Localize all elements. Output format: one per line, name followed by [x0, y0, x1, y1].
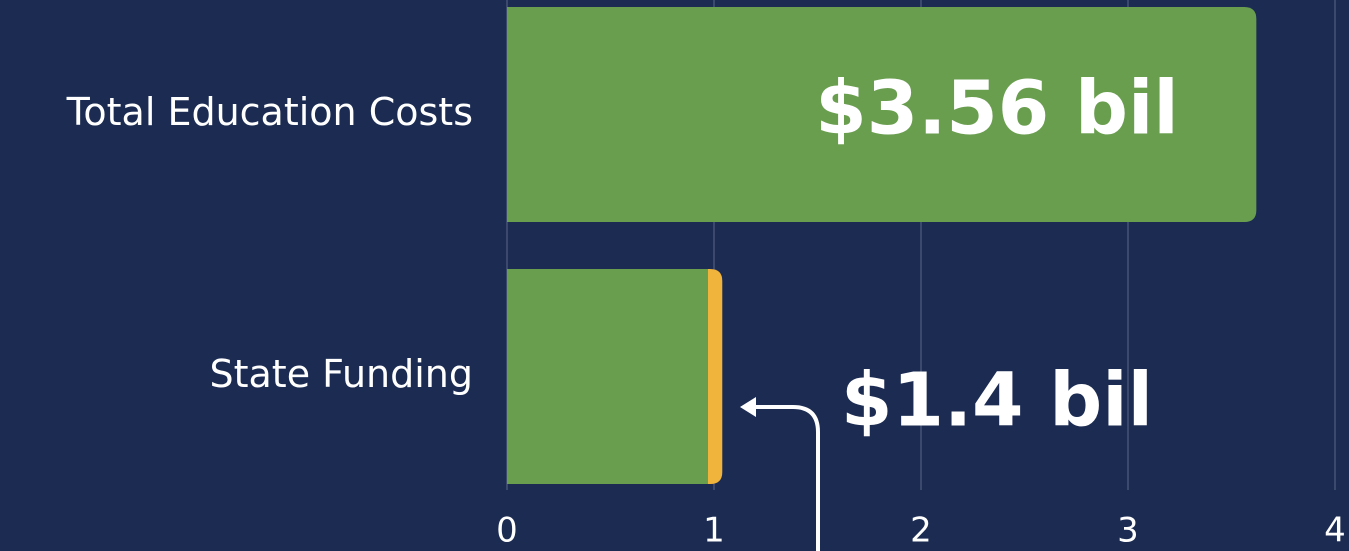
arrow: [752, 405, 820, 551]
y-tick-label: State Funding: [210, 352, 474, 396]
bar: [507, 269, 708, 484]
annotation: $1.4 bil: [841, 358, 1153, 444]
arrow-head: [740, 397, 756, 417]
x-tick-label: 4: [1324, 511, 1346, 551]
x-tick-label: 2: [910, 511, 932, 551]
annotation: $3.56 bil: [815, 66, 1179, 152]
y-tick-label: Total Education Costs: [66, 90, 473, 134]
x-tick-label: 1: [703, 511, 725, 551]
bars: [507, 7, 1257, 484]
x-tick-label: 3: [1117, 511, 1139, 551]
x-tick-label: 0: [496, 511, 518, 551]
bar: [707, 269, 723, 484]
bar: [507, 7, 1257, 222]
